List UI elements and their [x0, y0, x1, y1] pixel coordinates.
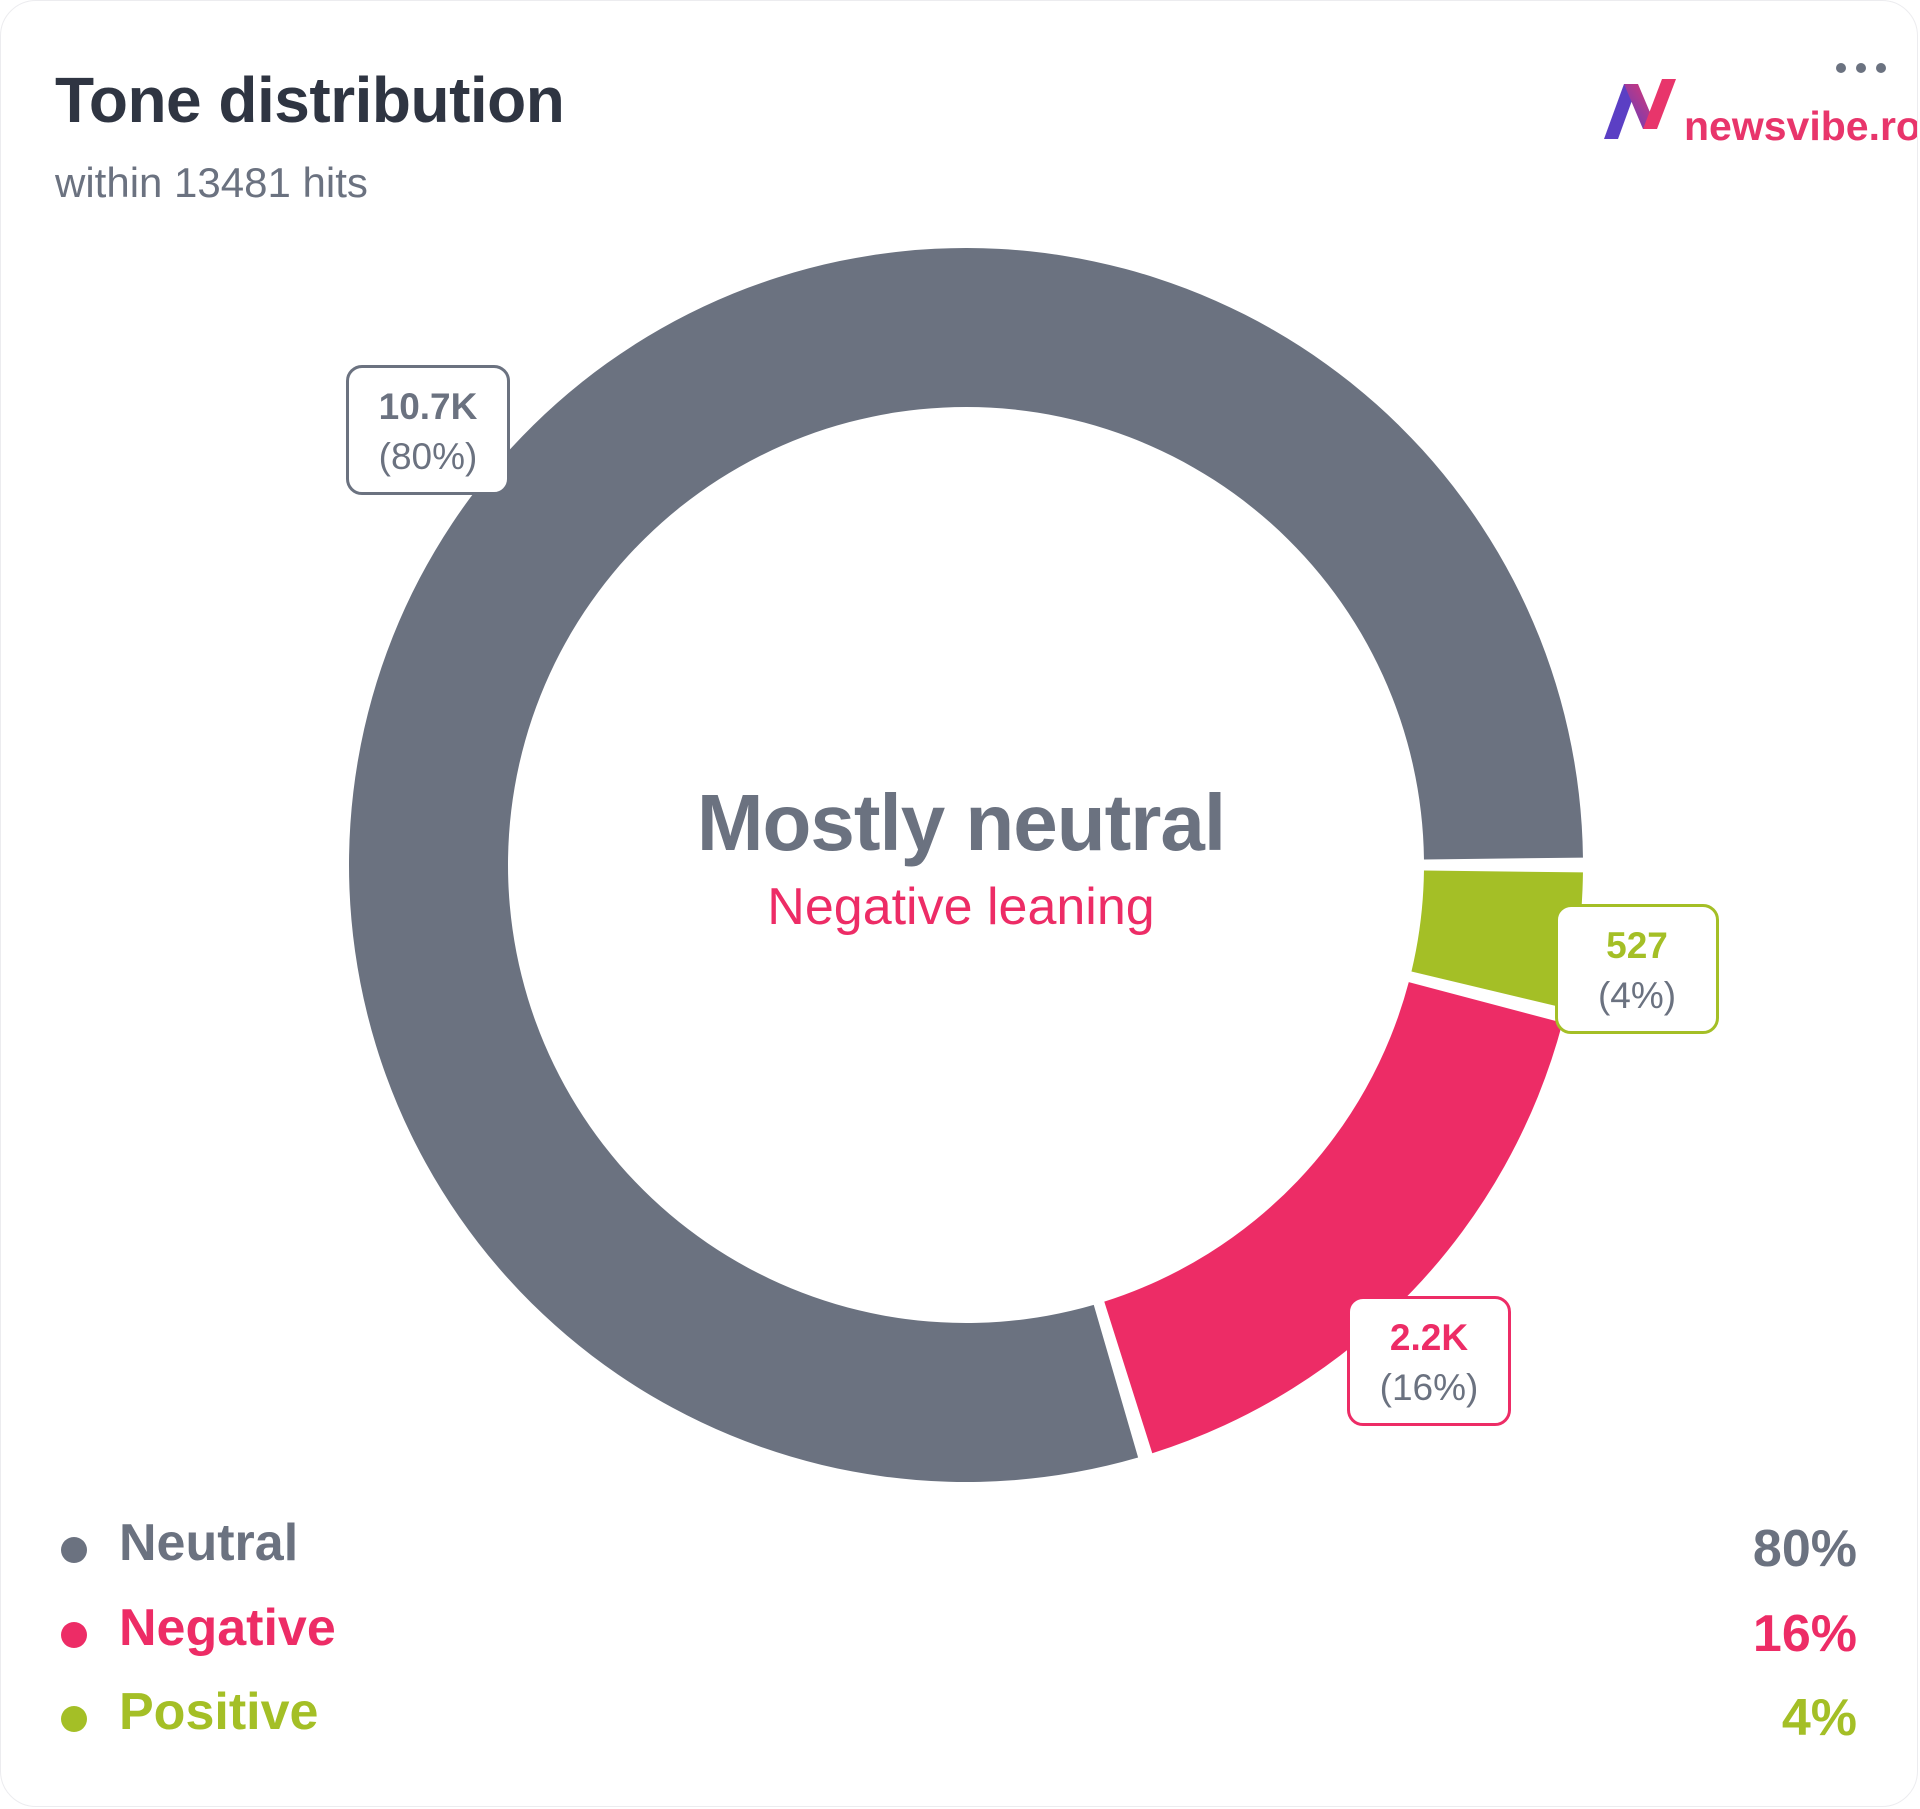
legend-dot-icon — [61, 1537, 87, 1563]
more-horizontal-icon — [1836, 63, 1846, 73]
legend-label: Positive — [119, 1683, 319, 1741]
more-horizontal-icon — [1876, 63, 1886, 73]
legend-item-neutral[interactable]: Neutral 80% — [57, 1513, 1857, 1583]
legend-item-negative[interactable]: Negative 16% — [57, 1598, 1857, 1668]
more-horizontal-icon — [1856, 63, 1866, 73]
data-label-value: 2.2K — [1389, 1317, 1469, 1358]
data-label-percent: (80%) — [378, 436, 478, 477]
legend-value: 4% — [1781, 1689, 1857, 1747]
chart-title: Tone distribution — [55, 64, 565, 136]
logo-text: newsvibe.ro — [1684, 103, 1918, 149]
data-label-neutral: 10.7K (80%) — [346, 365, 510, 495]
center-summary-title: Mostly neutral — [696, 778, 1226, 867]
donut-slice-positive[interactable] — [1411, 870, 1583, 1009]
legend-value: 80% — [1752, 1520, 1857, 1578]
legend-label: Negative — [119, 1599, 336, 1657]
newsvibe-logo[interactable]: newsvibe.ro — [1601, 79, 1917, 159]
newsvibe-logo-icon — [1604, 79, 1676, 139]
data-label-percent: (16%) — [1379, 1367, 1479, 1408]
legend-dot-icon — [61, 1706, 87, 1732]
legend-dot-icon — [61, 1622, 87, 1648]
data-label-value: 527 — [1606, 925, 1668, 966]
data-label-value: 10.7K — [378, 386, 478, 427]
chart-subtitle: within 13481 hits — [55, 159, 368, 206]
legend-label: Neutral — [119, 1514, 299, 1572]
more-options-button[interactable] — [1821, 41, 1901, 91]
center-summary-subtitle: Negative leaning — [767, 878, 1155, 936]
data-label-positive: 527 (4%) — [1555, 904, 1719, 1034]
donut-slice-negative[interactable] — [1104, 982, 1563, 1454]
data-label-negative: 2.2K (16%) — [1347, 1296, 1511, 1426]
legend-item-positive[interactable]: Positive 4% — [57, 1682, 1857, 1752]
data-label-percent: (4%) — [1597, 975, 1677, 1016]
legend-value: 16% — [1752, 1605, 1857, 1663]
